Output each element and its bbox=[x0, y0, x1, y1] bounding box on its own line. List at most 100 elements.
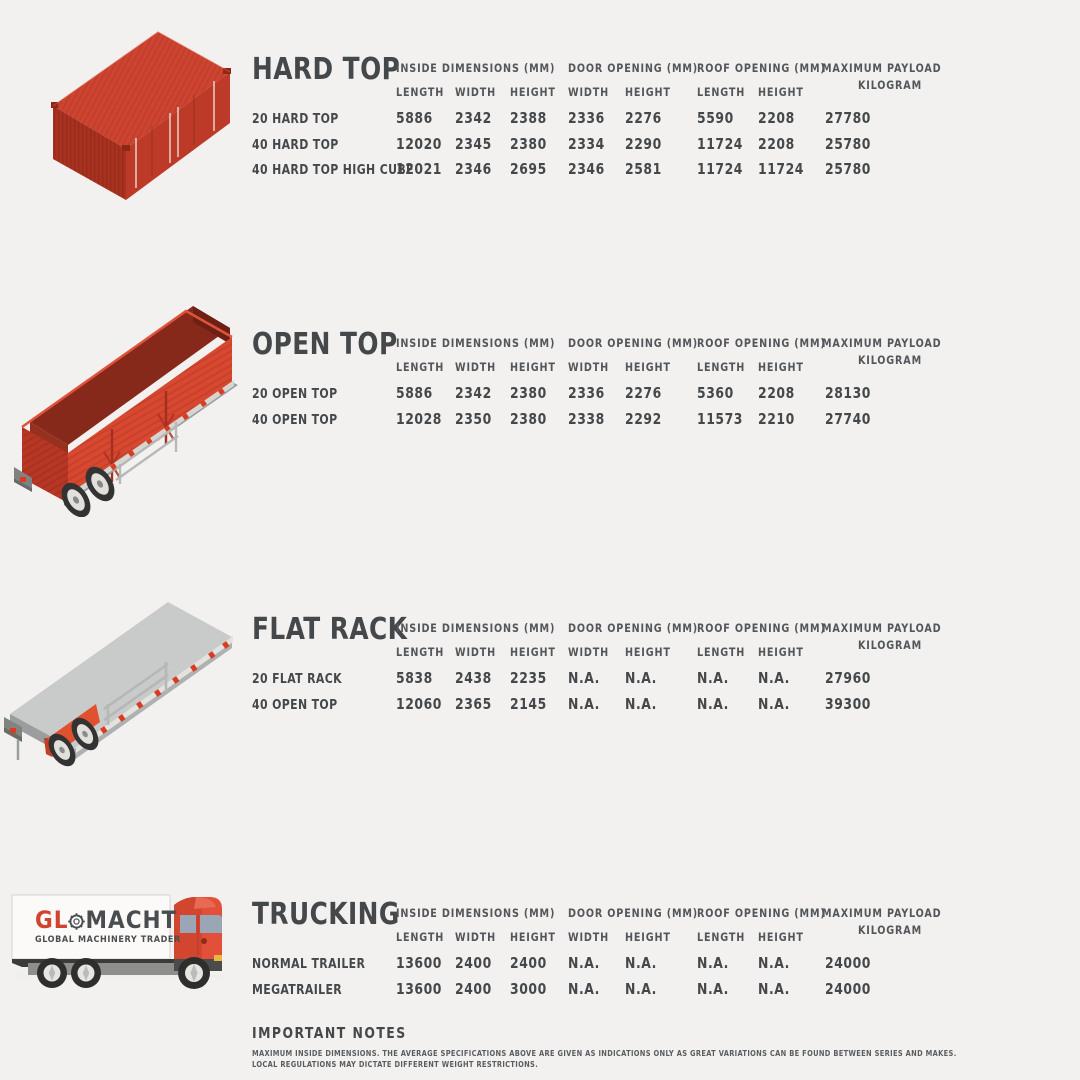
column-sub-header: LENGTH bbox=[396, 645, 445, 659]
column-sub-header: LENGTH bbox=[697, 85, 746, 99]
table-cell: 2380 bbox=[510, 384, 547, 402]
column-group-header: DOOR OPENING (MM) bbox=[568, 906, 699, 920]
table-cell: 24000 bbox=[825, 954, 871, 972]
section-title-flat-rack: FLAT RACK bbox=[252, 612, 408, 647]
table-cell: 2380 bbox=[510, 134, 547, 153]
table-cell: N.A. bbox=[568, 954, 600, 972]
table-cell: 2336 bbox=[568, 384, 605, 402]
table-cell: 5838 bbox=[396, 669, 433, 687]
table-cell: N.A. bbox=[625, 954, 657, 972]
table-row-label: NORMAL TRAILER bbox=[252, 956, 366, 972]
table-cell: N.A. bbox=[758, 694, 790, 713]
column-group-header: ROOF OPENING (MM) bbox=[697, 906, 826, 920]
section-title-trucking: TRUCKING bbox=[252, 897, 400, 932]
table-cell: 2208 bbox=[758, 109, 795, 127]
important-notes: IMPORTANT NOTES MAXIMUM INSIDE DIMENSION… bbox=[252, 1024, 957, 1070]
table-row-label: 40 HARD TOP bbox=[252, 136, 339, 153]
column-group-header: ROOF OPENING (MM) bbox=[697, 336, 826, 350]
column-sub-header: LENGTH bbox=[396, 360, 445, 374]
table-cell: 2208 bbox=[758, 384, 795, 402]
table-cell: 5886 bbox=[396, 109, 433, 127]
table-cell: 2210 bbox=[758, 409, 795, 428]
column-sub-header: LENGTH bbox=[697, 645, 746, 659]
table-cell: 2400 bbox=[455, 979, 492, 998]
table-cell: 2292 bbox=[625, 409, 662, 428]
column-group-header: INSIDE DIMENSIONS (MM) bbox=[396, 621, 556, 635]
table-cell: 27960 bbox=[825, 669, 871, 687]
column-group-header: INSIDE DIMENSIONS (MM) bbox=[396, 906, 556, 920]
column-sub-header: HEIGHT bbox=[625, 930, 671, 944]
table-cell: 12028 bbox=[396, 409, 442, 428]
gear-icon bbox=[68, 913, 86, 930]
column-sub-header: WIDTH bbox=[455, 360, 496, 374]
column-group-header: INSIDE DIMENSIONS (MM) bbox=[396, 336, 556, 350]
column-sub-header: HEIGHT bbox=[510, 645, 556, 659]
table-cell: N.A. bbox=[758, 979, 790, 998]
table-cell: 25780 bbox=[825, 134, 871, 153]
table-cell: 13600 bbox=[396, 979, 442, 998]
column-group-header: DOOR OPENING (MM) bbox=[568, 336, 699, 350]
column-sub-header: WIDTH bbox=[568, 930, 609, 944]
illustration-hard-top-container bbox=[18, 10, 248, 210]
table-cell: N.A. bbox=[568, 669, 600, 687]
column-sub-header: LENGTH bbox=[396, 930, 445, 944]
table-cell: 2276 bbox=[625, 384, 662, 402]
table-row-label: MEGATRAILER bbox=[252, 981, 343, 998]
logo-glomacht: GL MACHT GLOBAL MACHINERY TRADER bbox=[35, 906, 181, 945]
column-sub-header: HEIGHT bbox=[510, 360, 556, 374]
table-row-label: 40 HARD TOP HIGH CUBE bbox=[252, 162, 414, 178]
column-group-header: INSIDE DIMENSIONS (MM) bbox=[396, 61, 556, 75]
column-group-header: DOOR OPENING (MM) bbox=[568, 61, 699, 75]
table-cell: 2145 bbox=[510, 694, 547, 713]
logo-tagline: GLOBAL MACHINERY TRADER bbox=[35, 935, 181, 945]
table-cell: 2334 bbox=[568, 134, 605, 153]
column-sub-header: HEIGHT bbox=[625, 85, 671, 99]
table-cell: N.A. bbox=[697, 694, 729, 713]
table-cell: 11724 bbox=[758, 160, 804, 178]
table-cell: 2438 bbox=[455, 669, 492, 687]
notes-line: MAXIMUM INSIDE DIMENSIONS. THE AVERAGE S… bbox=[252, 1049, 957, 1058]
table-cell: 24000 bbox=[825, 979, 871, 998]
illustration-truck-glomacht: GL MACHT GLOBAL MACHINERY TRADER bbox=[8, 893, 248, 1011]
table-cell: N.A. bbox=[625, 979, 657, 998]
column-sub-header: HEIGHT bbox=[625, 360, 671, 374]
table-row-label: 20 HARD TOP bbox=[252, 111, 339, 127]
table-cell: 12021 bbox=[396, 160, 442, 178]
table-cell: 2342 bbox=[455, 109, 492, 127]
table-cell: N.A. bbox=[758, 669, 790, 687]
table-cell: 2342 bbox=[455, 384, 492, 402]
table-cell: 27780 bbox=[825, 109, 871, 127]
table-cell: N.A. bbox=[625, 694, 657, 713]
column-sub-header: WIDTH bbox=[455, 645, 496, 659]
column-sub-header: HEIGHT bbox=[758, 85, 804, 99]
column-group-header: MAXIMUM PAYLOAD bbox=[822, 336, 942, 350]
table-cell: 13600 bbox=[396, 954, 442, 972]
table-cell: 2338 bbox=[568, 409, 605, 428]
logo-part-1: GL bbox=[35, 906, 69, 934]
column-sub-header: WIDTH bbox=[568, 645, 609, 659]
column-sub-header: HEIGHT bbox=[510, 930, 556, 944]
table-row-label: 40 OPEN TOP bbox=[252, 696, 338, 713]
notes-title: IMPORTANT NOTES bbox=[252, 1024, 407, 1042]
table-cell: N.A. bbox=[697, 669, 729, 687]
logo-part-2: MACHT bbox=[85, 906, 178, 934]
table-cell: N.A. bbox=[568, 694, 600, 713]
table-cell: 12020 bbox=[396, 134, 442, 153]
table-cell: N.A. bbox=[758, 954, 790, 972]
table-cell: 39300 bbox=[825, 694, 871, 713]
table-cell: 2346 bbox=[568, 160, 605, 178]
table-cell: 2346 bbox=[455, 160, 492, 178]
illustration-flat-rack-trailer bbox=[0, 592, 240, 782]
column-sub-header: WIDTH bbox=[568, 85, 609, 99]
column-sub-header: WIDTH bbox=[455, 85, 496, 99]
column-group-header: ROOF OPENING (MM) bbox=[697, 61, 826, 75]
column-group-header-line2: KILOGRAM bbox=[858, 638, 922, 652]
table-cell: 25780 bbox=[825, 160, 871, 178]
table-cell: 2695 bbox=[510, 160, 547, 178]
table-cell: N.A. bbox=[568, 979, 600, 998]
table-cell: 27740 bbox=[825, 409, 871, 428]
table-cell: 2345 bbox=[455, 134, 492, 153]
table-row-label: 40 OPEN TOP bbox=[252, 411, 338, 428]
table-cell: 2336 bbox=[568, 109, 605, 127]
column-sub-header: LENGTH bbox=[697, 360, 746, 374]
